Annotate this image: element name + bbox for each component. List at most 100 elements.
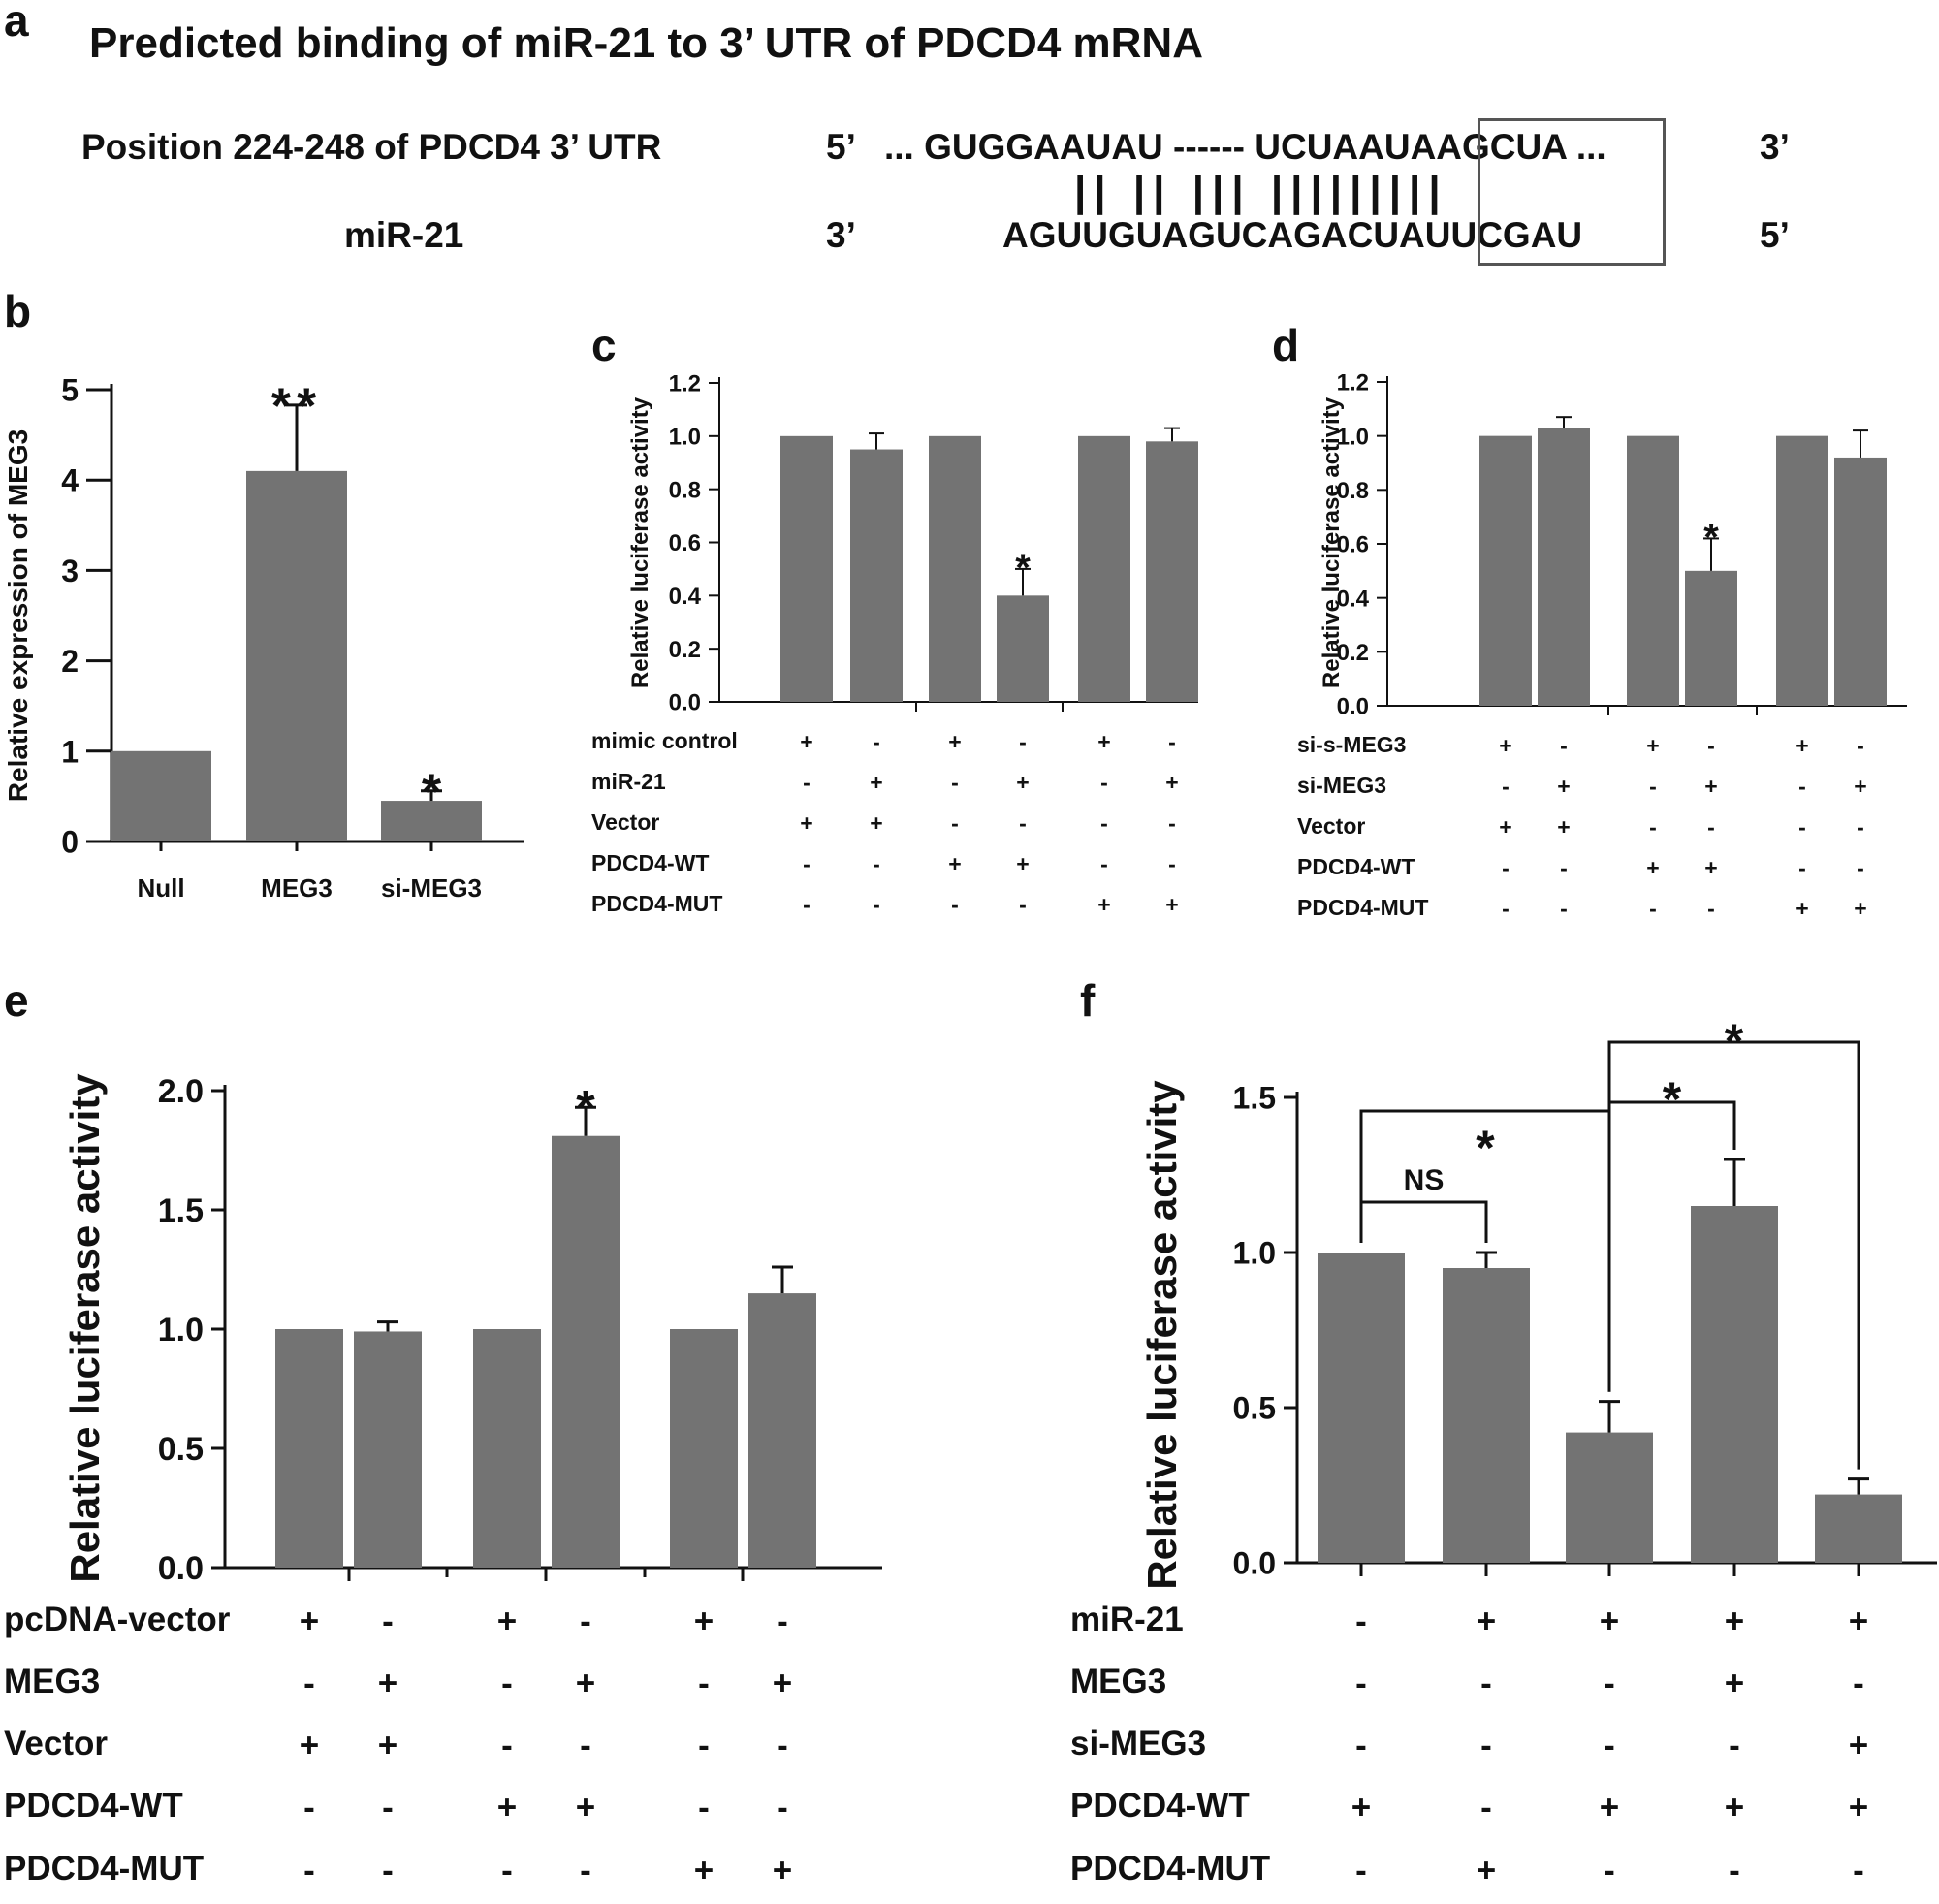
chart-f-condition-label: si-MEG3: [1070, 1724, 1207, 1762]
chart-e-condition-sign: -: [580, 1603, 591, 1640]
chart-e-condition-sign: -: [382, 1789, 394, 1826]
chart-d-y-tick-label: 0.4: [1337, 586, 1370, 612]
chart-c-condition-sign: +: [1097, 729, 1110, 754]
chart-e-condition-label: PDCD4-WT: [4, 1786, 183, 1825]
chart-d-condition-label: PDCD4-WT: [1297, 854, 1415, 880]
chart-c-bar: [850, 449, 903, 702]
chart-c-condition-label: PDCD4-WT: [591, 850, 710, 876]
chart-f-bracket-label: *: [1725, 1014, 1744, 1068]
chart-c-condition-sign: -: [1168, 851, 1176, 876]
chart-d-condition-sign: -: [1857, 733, 1864, 758]
chart-e-condition-sign: +: [300, 1727, 319, 1764]
chart-e-condition-sign: -: [303, 1789, 315, 1826]
chart-f-condition-label: miR-21: [1070, 1600, 1184, 1638]
chart-b-category-label: si-MEG3: [381, 873, 482, 903]
chart-f-condition-sign: -: [1480, 1665, 1492, 1702]
chart-d-condition-sign: +: [1796, 896, 1808, 921]
chart-b-y-tick-label: 3: [61, 554, 79, 588]
chart-d-condition-sign: -: [1560, 896, 1568, 921]
chart-c-condition-sign: +: [1097, 892, 1110, 917]
chart-c-bar: [997, 595, 1049, 702]
chart-c-y-tick-label: 1.0: [669, 424, 701, 450]
chart-d-y-tick-label: 1.2: [1337, 370, 1369, 397]
chart-f-condition-sign: +: [1477, 1603, 1496, 1640]
chart-f-condition-sign: +: [1351, 1789, 1371, 1826]
chart-e-condition-sign: +: [300, 1603, 319, 1640]
chart-f-condition-label: MEG3: [1070, 1662, 1167, 1700]
chart-e-bar: [275, 1329, 343, 1568]
chart-f-bracket-label: *: [1476, 1121, 1495, 1175]
chart-c-condition-sign: -: [1168, 729, 1176, 754]
chart-b-bar: [246, 470, 347, 841]
chart-d-condition-sign: -: [1798, 814, 1806, 840]
chart-d-y-tick-label: 0.8: [1337, 478, 1369, 504]
chart-e-y-tick-label: 1.0: [158, 1312, 204, 1349]
chart-c-condition-sign: -: [1168, 810, 1176, 836]
chart-b-y-axis-label: Relative expression of MEG3: [3, 429, 33, 802]
chart-e-condition-sign: -: [580, 1852, 591, 1889]
chart-f-condition-sign: +: [1725, 1665, 1744, 1702]
chart-c-condition-label: Vector: [591, 809, 660, 836]
chart-c-condition-sign: +: [1165, 770, 1178, 795]
chart-e-bar: [670, 1329, 738, 1568]
chart-e-condition-sign: +: [378, 1727, 397, 1764]
chart-e-condition-label: pcDNA-vector: [4, 1600, 231, 1638]
chart-f-bar: [1318, 1253, 1405, 1563]
chart-f-condition-sign: -: [1604, 1852, 1615, 1889]
chart-e-condition-label: Vector: [4, 1724, 108, 1762]
chart-f-condition-sign: +: [1849, 1603, 1868, 1640]
chart-c-condition-sign: -: [803, 770, 811, 795]
chart-b-y-tick-label: 4: [61, 463, 79, 498]
chart-d-y-tick-label: 0.0: [1337, 694, 1369, 720]
chart-e-panel-letter: e: [4, 975, 29, 1026]
chart-d-bar: [1834, 457, 1887, 706]
chart-e-y-tick-label: 2.0: [158, 1073, 204, 1110]
chart-d-condition-sign: -: [1649, 896, 1657, 921]
chart-b-significance-label: **: [271, 378, 322, 434]
chart-d-condition-sign: +: [1646, 733, 1659, 758]
base-pair-marks: || || ||| |||||||||: [1074, 168, 1448, 215]
chart-d-condition-sign: +: [1646, 855, 1659, 880]
chart-e-bar: [354, 1331, 422, 1568]
chart-d-condition-sign: -: [1857, 814, 1864, 840]
chart-f-condition-sign: +: [1600, 1603, 1619, 1640]
chart-d-y-tick-label: 0.6: [1337, 532, 1369, 558]
chart-c-condition-label: PDCD4-MUT: [591, 891, 723, 917]
chart-e-condition-sign: -: [303, 1665, 315, 1702]
chart-e-bar: [552, 1135, 620, 1568]
chart-f-condition-sign: +: [1600, 1789, 1619, 1826]
chart-d-bar: [1776, 435, 1828, 706]
chart-c-condition-sign: +: [948, 729, 961, 754]
chart-f-condition-sign: -: [1355, 1852, 1367, 1889]
chart-b-category-label: MEG3: [261, 873, 333, 903]
chart-c-bar: [1078, 435, 1130, 702]
chart-f-condition-label: PDCD4-WT: [1070, 1786, 1250, 1825]
chart-c-condition-sign: -: [1100, 810, 1108, 836]
chart-b-category-label: Null: [137, 873, 184, 903]
chart-d-condition-sign: +: [1796, 733, 1808, 758]
chart-f-condition-sign: -: [1480, 1727, 1492, 1764]
chart-f-condition-sign: +: [1849, 1727, 1868, 1764]
chart-d-y-tick-label: 0.2: [1337, 640, 1369, 666]
chart-d-condition-label: si-MEG3: [1297, 773, 1387, 799]
chart-c-condition-sign: -: [803, 892, 811, 917]
chart-e-condition-sign: +: [773, 1852, 792, 1889]
chart-f-y-tick-label: 0.0: [1233, 1546, 1276, 1581]
chart-f-significance-bracket: [1359, 1200, 1488, 1243]
chart-c-condition-sign: -: [1100, 770, 1108, 795]
chart-b-y-tick-label: 5: [61, 373, 79, 408]
chart-d-condition-sign: +: [1854, 774, 1866, 799]
chart-f-bracket-label: NS: [1404, 1164, 1445, 1196]
chart-c-condition-sign: +: [948, 851, 961, 876]
chart-f-condition-sign: -: [1853, 1665, 1864, 1702]
chart-f-bar: [1566, 1432, 1653, 1563]
chart-c-y-tick-label: 0.0: [669, 690, 701, 716]
chart-e-condition-sign: +: [576, 1665, 595, 1702]
chart-f-bar: [1815, 1494, 1902, 1563]
chart-d-bar: [1627, 435, 1679, 706]
chart-c-bar: [929, 435, 981, 702]
chart-f-y-tick-label: 1.0: [1233, 1236, 1276, 1271]
chart-f-condition-sign: -: [1853, 1852, 1864, 1889]
chart-c-condition-sign: +: [1165, 892, 1178, 917]
chart-c-condition-sign: -: [1019, 810, 1027, 836]
